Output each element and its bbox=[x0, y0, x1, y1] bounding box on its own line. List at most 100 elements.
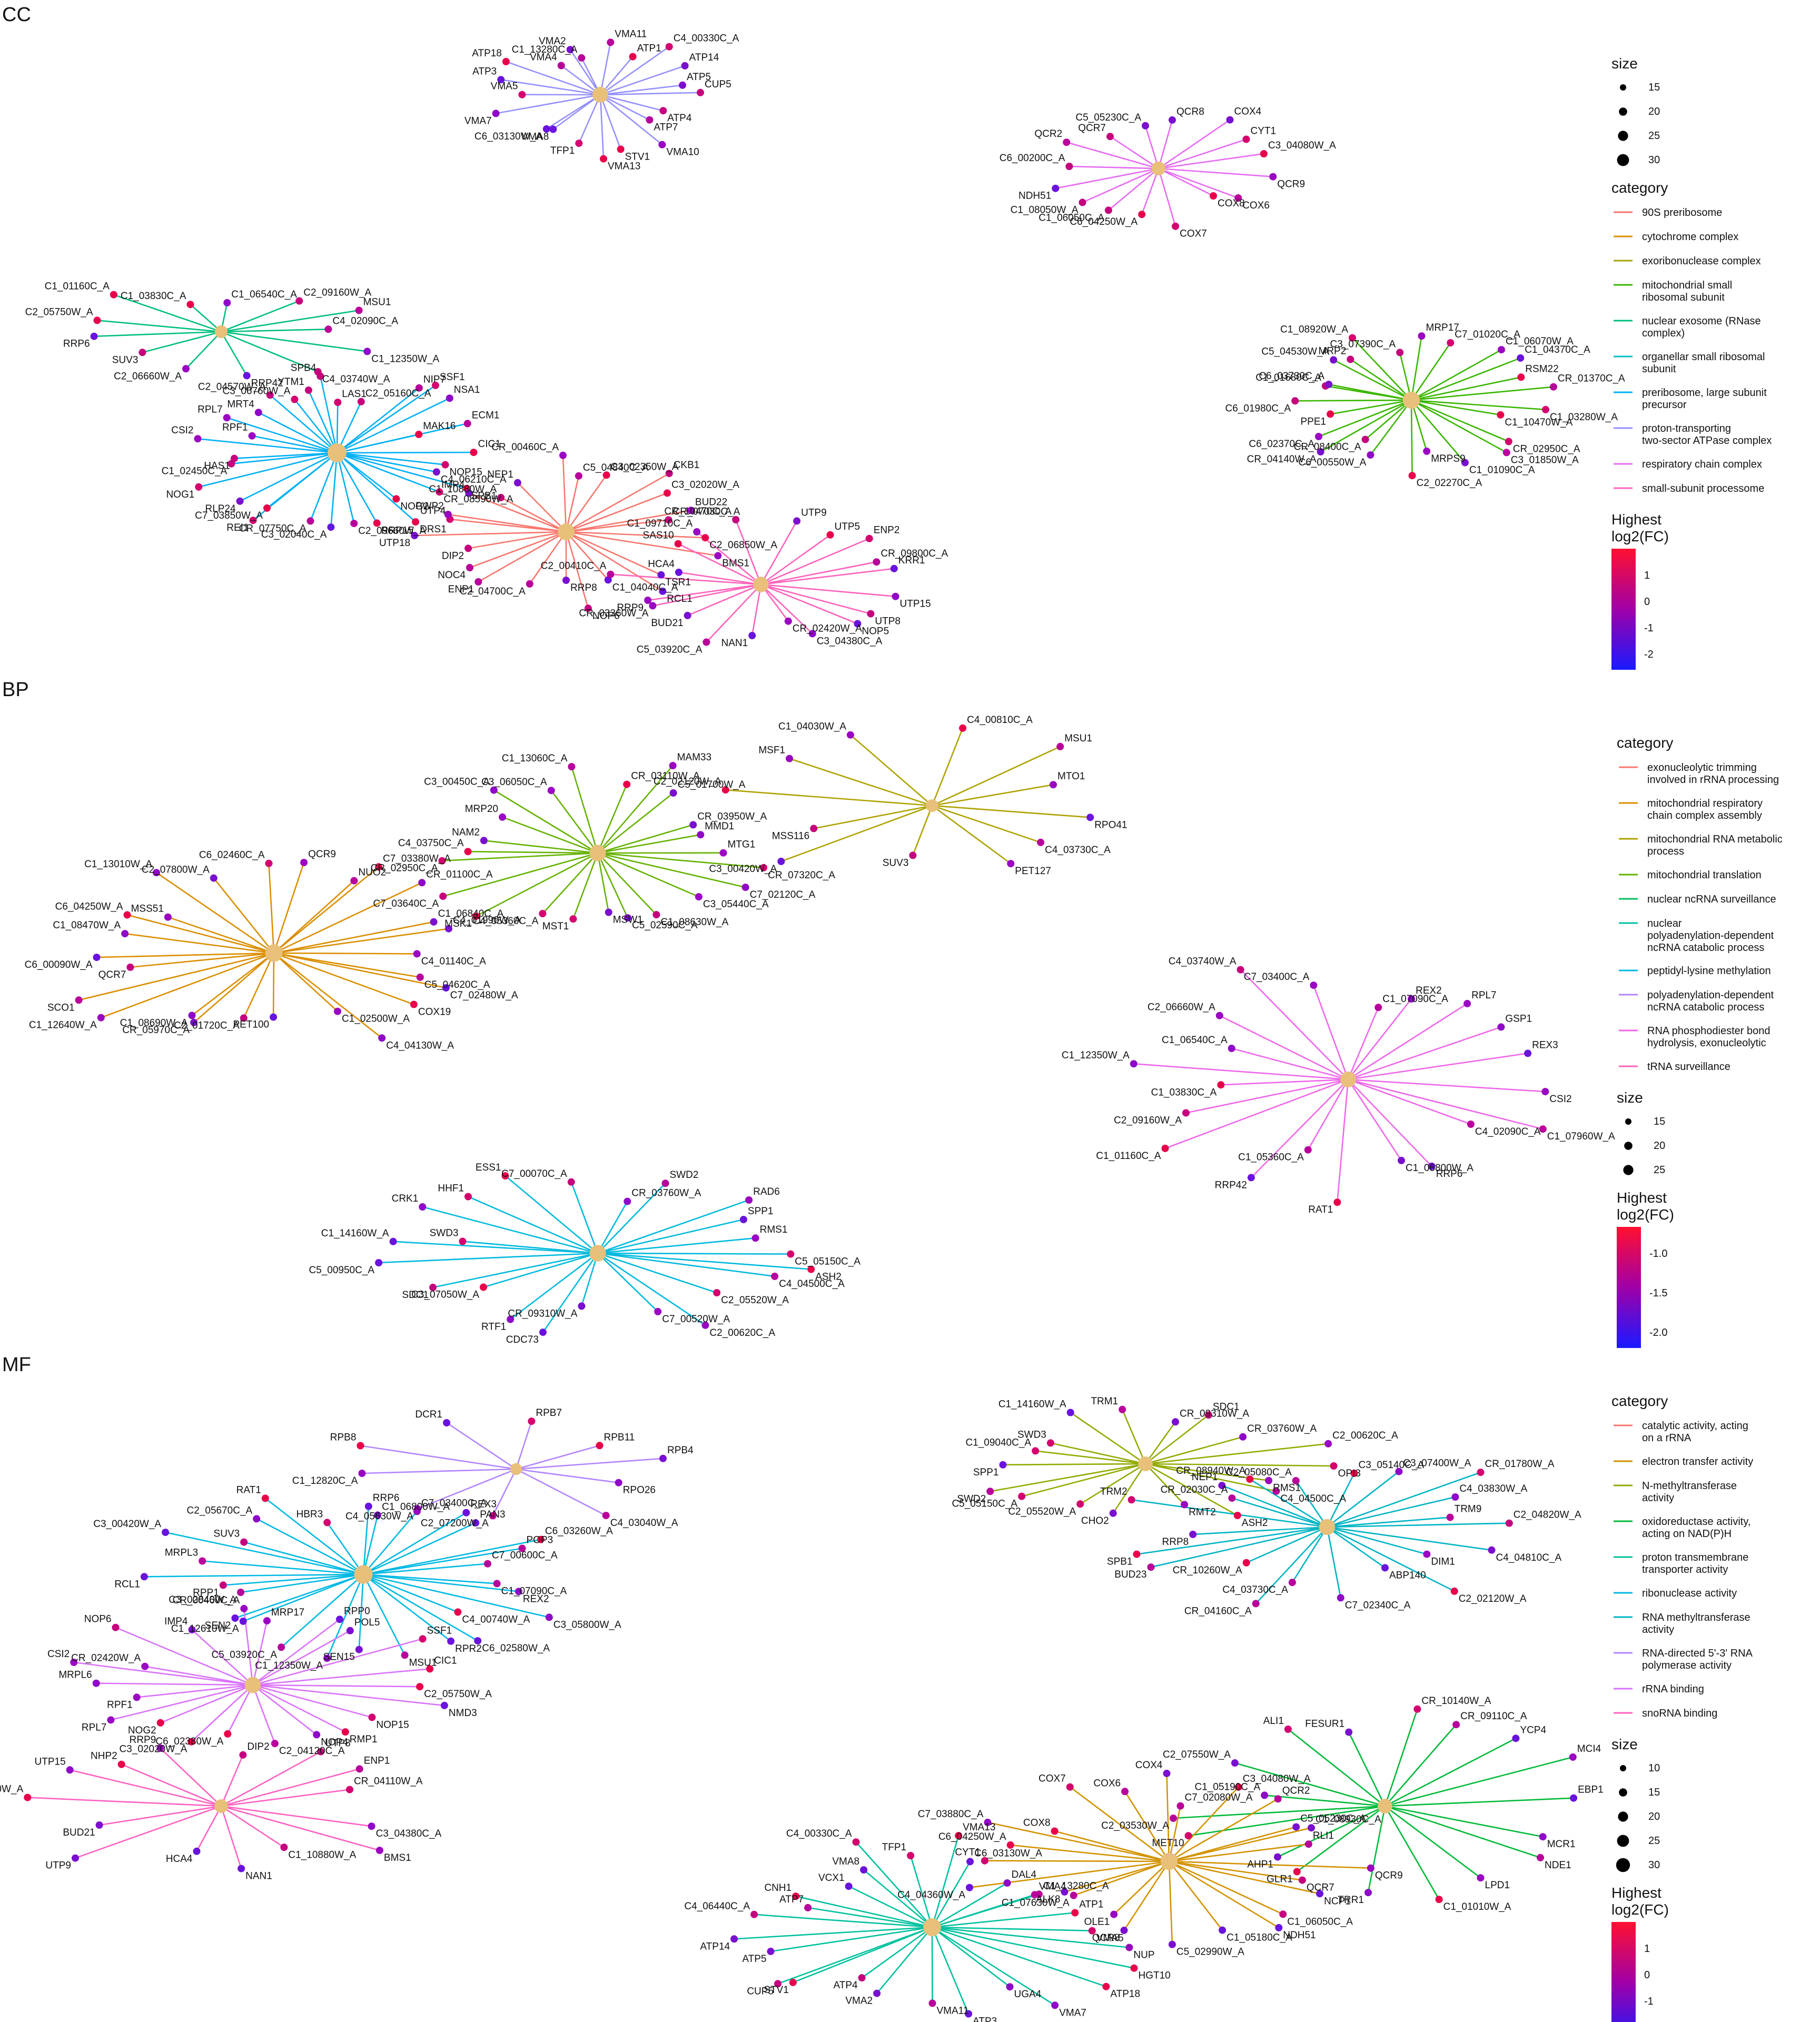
gene-node-mf-alk8 bbox=[1061, 1888, 1069, 1896]
gene-label-bp-cr-03950w-a: CR_03950W_A bbox=[697, 811, 767, 822]
gene-label-cc-noc4: NOC4 bbox=[438, 570, 466, 581]
edge-cc-cr-04140w-a bbox=[1320, 399, 1412, 453]
gene-label-mf-bms1: BMS1 bbox=[384, 1852, 411, 1864]
edge-mf-rex3 bbox=[363, 1512, 467, 1575]
gene-label-cc-atp4: ATP4 bbox=[667, 113, 692, 124]
gene-node-bp-mam33 bbox=[669, 762, 677, 769]
gene-label-bp-cr-02950c-a: CR_02950C_A bbox=[371, 863, 438, 874]
gene-node-cc-noc4 bbox=[466, 564, 473, 571]
edge-mf-c1-06800w-a bbox=[362, 1515, 379, 1575]
gene-label-mf-c5-02990w-a: C5_02990W_A bbox=[1176, 1947, 1244, 1958]
gene-label-bp-c2-07800w-a: C2_07800W_A bbox=[142, 865, 210, 876]
edge-cc-drs1 bbox=[337, 452, 416, 523]
gene-node-mf-cr-10140w-a bbox=[1413, 1705, 1421, 1713]
gene-node-cc-mrp2 bbox=[1347, 355, 1354, 363]
gene-label-mf-c7-00600c-a: C7_00600C_A bbox=[492, 1550, 558, 1561]
gene-node-cc-las1 bbox=[334, 399, 342, 407]
gene-node-bp-c5-02590c-a bbox=[624, 914, 631, 922]
edge-mf-c7-02340c-a bbox=[1326, 1527, 1342, 1598]
gene-label-cc-las1: LAS1 bbox=[342, 389, 366, 400]
gene-label-mf-fesur1: FESUR1 bbox=[1305, 1719, 1344, 1730]
edge-mf-rrp6 bbox=[362, 1506, 370, 1575]
gene-node-mf-sen2 bbox=[231, 1614, 239, 1622]
gene-node-mf-cr-02030c-a bbox=[1228, 1494, 1236, 1502]
gene-node-mf-rpo26 bbox=[615, 1479, 622, 1486]
edge-mf-utp9 bbox=[75, 1805, 222, 1859]
gene-node-cc-utp9 bbox=[793, 517, 801, 525]
gene-label-cc-ssf1: SSF1 bbox=[440, 372, 465, 383]
gene-node-bp-qcr7 bbox=[126, 963, 134, 971]
gene-label-cc-cr-07750c-a: CR_07750C_A bbox=[239, 523, 306, 534]
edge-cc-c1-02450c-a bbox=[231, 452, 338, 464]
gene-node-cc-c1-09710c-a bbox=[693, 528, 701, 536]
gene-node-cc-pwp2 bbox=[444, 511, 452, 518]
gene-label-bp-spp1: SPP1 bbox=[748, 1206, 774, 1217]
gene-node-mf-dim1 bbox=[1423, 1550, 1431, 1558]
gene-label-mf-rrp8: RRP8 bbox=[1162, 1537, 1189, 1548]
edge-mf-cup5 bbox=[777, 1926, 933, 1985]
gene-label-mf-rmt2: RMT2 bbox=[1189, 1506, 1216, 1518]
edge-mf-c1-13280c-a bbox=[932, 1894, 1040, 1928]
edge-cc-utp8 bbox=[760, 583, 871, 614]
edge-bp-rrp6 bbox=[1348, 1079, 1432, 1167]
gene-label-mf-ash2: ASH2 bbox=[1242, 1518, 1268, 1529]
gene-node-mf-c1-14160w-a bbox=[1066, 1409, 1074, 1416]
gene-node-mf-mrpl3 bbox=[199, 1557, 206, 1565]
edge-cc-cr-03360w-a bbox=[652, 583, 761, 607]
gene-node-mf-abp140 bbox=[1381, 1564, 1389, 1572]
gene-label-cc-c4-06210c-a: C4_06210C_A bbox=[441, 474, 507, 485]
gene-node-bp-c3-07050w-a bbox=[480, 1283, 487, 1291]
gene-label-mf-c3-04080w-a: C3_04080W_A bbox=[1243, 1773, 1311, 1785]
gene-node-mf-rpl7 bbox=[107, 1716, 115, 1724]
edge-cc-sas10 bbox=[678, 543, 761, 586]
gene-label-cc-atp1: ATP1 bbox=[637, 43, 661, 54]
gene-label-cc-c1-03830c-a: C1_03830C_A bbox=[121, 291, 186, 302]
gene-label-mf-c2-02120w-a: C2_02120W_A bbox=[1459, 1593, 1527, 1604]
gene-label-mf-cho2: CHO2 bbox=[1081, 1515, 1109, 1527]
gene-node-mf-cr-00460c-a bbox=[240, 1604, 248, 1612]
gene-label-mf-ole1: OLE1 bbox=[1084, 1917, 1110, 1928]
gene-node-bp-cr-01100c-a bbox=[418, 879, 426, 887]
edge-bp-spp1 bbox=[597, 1218, 744, 1254]
gene-node-mf-c1-07630w-a bbox=[1070, 1891, 1077, 1899]
edge-cc-cr-09800c-a bbox=[760, 561, 877, 586]
gene-label-mf-met10: MET10 bbox=[1152, 1838, 1184, 1849]
edge-cc-cox8 bbox=[1158, 167, 1214, 197]
gene-label-mf-utp9: UTP9 bbox=[45, 1860, 71, 1871]
gene-label-mf-c3-02840w-a: C3_02840W_A bbox=[169, 1594, 236, 1605]
gene-label-bp-swd2: SWD2 bbox=[670, 1169, 699, 1181]
edge-mf-c4-04500c-a bbox=[1145, 1463, 1277, 1492]
edge-mf-atp14 bbox=[734, 1926, 933, 1940]
gene-label-bp-c7-03380w-a: C7_03380W_A bbox=[383, 853, 451, 864]
gene-label-cc-c1-04370c-a: C1_04370C_A bbox=[1525, 344, 1590, 355]
legend-category-bp-polyadenylation-dependent-ncrna-catabolic-process: polyadenylation-dependent ncRNA catabolic… bbox=[1647, 989, 1774, 1013]
gene-label-bp-hhf1: HHF1 bbox=[438, 1183, 464, 1194]
edge-bp-rpo41 bbox=[932, 805, 1091, 818]
gene-node-bp-c1-06840c-a bbox=[430, 918, 438, 926]
gene-node-cc-spb4 bbox=[316, 372, 324, 380]
edge-cc-bms1 bbox=[566, 531, 718, 557]
gene-label-bp-nam2: NAM2 bbox=[452, 827, 480, 838]
gene-label-bp-ash2: ASH2 bbox=[815, 1272, 842, 1283]
gene-label-mf-mrpl6: MRPL6 bbox=[58, 1670, 92, 1681]
gene-node-cc-c1-10470w-a bbox=[1497, 411, 1505, 419]
edge-cc-has1 bbox=[234, 452, 338, 459]
edge-cc-qcr7 bbox=[1110, 136, 1159, 170]
gene-node-cc-stv1 bbox=[617, 145, 625, 153]
gene-label-mf-c2-07550w-a: C2_07550W_A bbox=[1163, 1749, 1231, 1760]
gene-label-cc-c1-09710c-a: C1_09710C_A bbox=[627, 518, 693, 529]
edge-mf-cr-01780w-a bbox=[1327, 1471, 1481, 1528]
edge-bp-ess1 bbox=[505, 1175, 598, 1254]
gene-label-bp-rpl7: RPL7 bbox=[1471, 990, 1497, 1001]
edge-bp-c7-02480w-a bbox=[273, 952, 447, 989]
edge-cc-nop6 bbox=[565, 531, 589, 609]
edge-cc-cox4 bbox=[1158, 119, 1231, 170]
gene-node-bp-mss116 bbox=[810, 825, 818, 832]
edge-bp-msw1 bbox=[597, 853, 609, 913]
gene-label-bp-c2-09160w-a: C2_09160W_A bbox=[1114, 1115, 1182, 1126]
gene-label-mf-c2-03530w-a: C2_03530W_A bbox=[1101, 1820, 1169, 1831]
gene-label-cc-rrp8: RRP8 bbox=[570, 582, 597, 593]
gene-label-cc-c1-13280c-a: C1_13280C_A bbox=[512, 44, 578, 55]
gene-node-mf-pol5 bbox=[346, 1627, 354, 1634]
gene-label-bp-cr-05970c-a: CR_05970C_A bbox=[122, 1025, 190, 1036]
